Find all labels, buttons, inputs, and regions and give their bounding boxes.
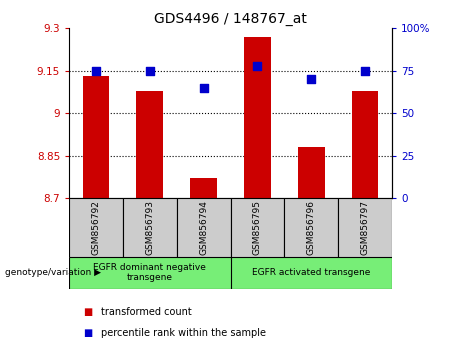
Text: EGFR dominant negative
transgene: EGFR dominant negative transgene bbox=[94, 263, 206, 282]
Text: GSM856794: GSM856794 bbox=[199, 200, 208, 255]
Point bbox=[200, 85, 207, 91]
Bar bbox=[244, 37, 271, 198]
Title: GDS4496 / 148767_at: GDS4496 / 148767_at bbox=[154, 12, 307, 26]
Point bbox=[254, 63, 261, 69]
Text: transformed count: transformed count bbox=[101, 307, 192, 316]
Text: GSM856793: GSM856793 bbox=[145, 200, 154, 255]
Bar bbox=[177, 198, 230, 257]
Bar bbox=[298, 147, 325, 198]
Text: EGFR activated transgene: EGFR activated transgene bbox=[252, 268, 370, 277]
Point bbox=[92, 68, 100, 74]
Point bbox=[146, 68, 154, 74]
Bar bbox=[230, 198, 284, 257]
Point bbox=[307, 76, 315, 82]
Bar bbox=[83, 76, 109, 198]
Bar bbox=[136, 91, 163, 198]
Text: GSM856795: GSM856795 bbox=[253, 200, 262, 255]
Bar bbox=[284, 198, 338, 257]
Bar bbox=[69, 198, 123, 257]
Text: percentile rank within the sample: percentile rank within the sample bbox=[101, 328, 266, 338]
Bar bbox=[351, 91, 378, 198]
Bar bbox=[338, 198, 392, 257]
Text: genotype/variation ▶: genotype/variation ▶ bbox=[5, 268, 100, 277]
Text: ■: ■ bbox=[83, 307, 92, 316]
Text: GSM856796: GSM856796 bbox=[307, 200, 316, 255]
Text: GSM856792: GSM856792 bbox=[92, 200, 100, 255]
Point bbox=[361, 68, 369, 74]
Text: GSM856797: GSM856797 bbox=[361, 200, 369, 255]
Text: ■: ■ bbox=[83, 328, 92, 338]
Bar bbox=[190, 178, 217, 198]
Bar bbox=[123, 198, 177, 257]
